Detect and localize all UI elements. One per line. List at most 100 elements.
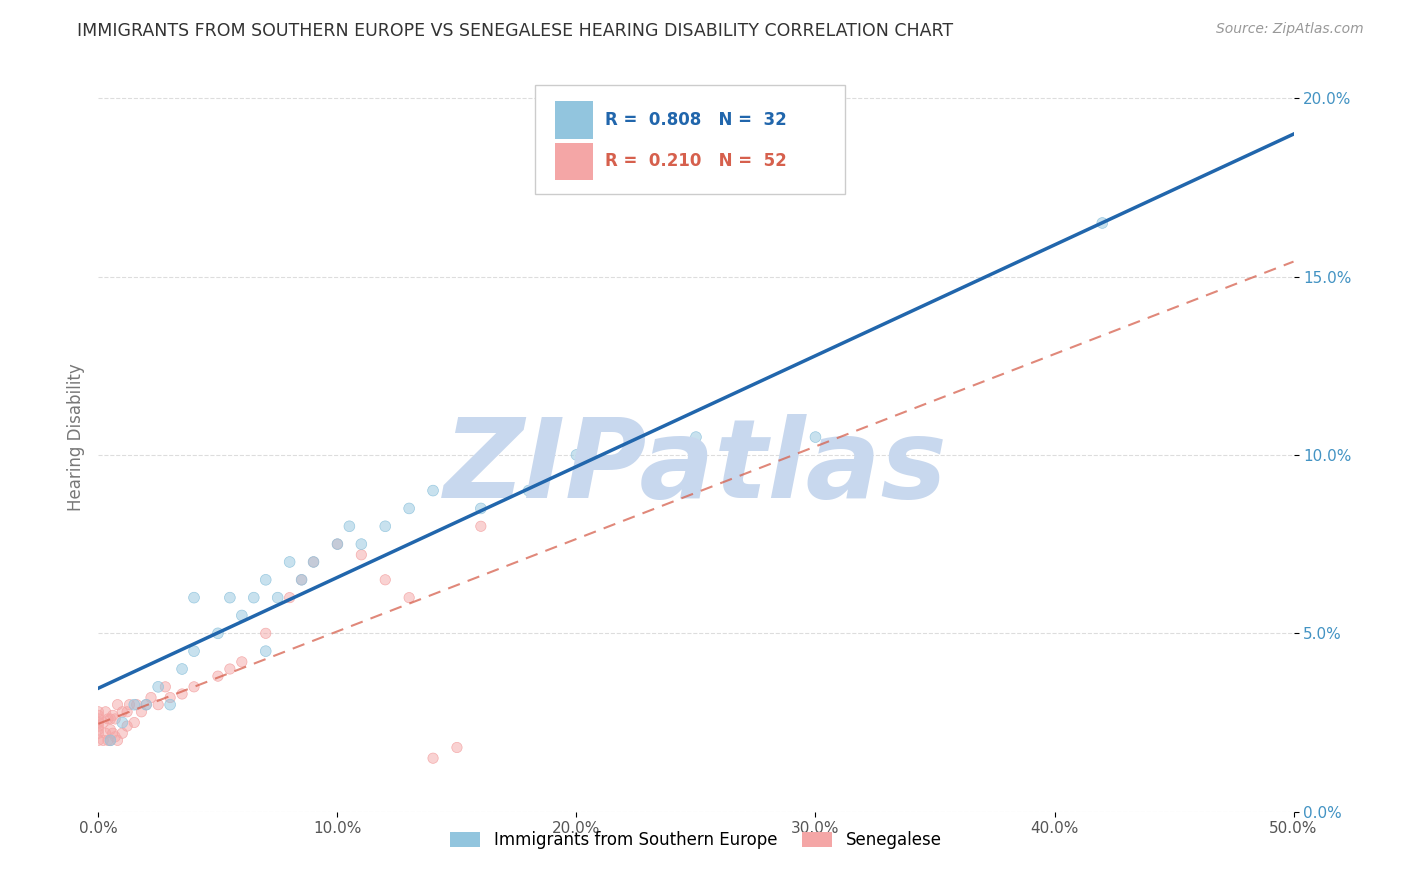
Point bbox=[685, 430, 707, 444]
Point bbox=[172, 687, 194, 701]
Point bbox=[278, 591, 301, 605]
Point bbox=[155, 680, 177, 694]
Point bbox=[219, 591, 242, 605]
Point bbox=[124, 698, 146, 712]
Point bbox=[148, 698, 170, 712]
Point bbox=[231, 608, 253, 623]
Point bbox=[101, 726, 124, 740]
Point bbox=[87, 715, 110, 730]
Point bbox=[374, 519, 396, 533]
Point bbox=[339, 519, 361, 533]
Point bbox=[87, 733, 110, 747]
Point bbox=[124, 715, 146, 730]
Point bbox=[97, 733, 120, 747]
Point bbox=[350, 537, 373, 551]
Point bbox=[87, 715, 110, 730]
Point bbox=[219, 591, 242, 605]
Point bbox=[267, 591, 290, 605]
Point bbox=[87, 726, 110, 740]
Point bbox=[470, 519, 492, 533]
Point bbox=[104, 712, 127, 726]
Point bbox=[613, 448, 636, 462]
Point bbox=[91, 715, 114, 730]
Point bbox=[87, 733, 110, 747]
Point bbox=[124, 698, 146, 712]
Point bbox=[517, 483, 540, 498]
Point bbox=[124, 715, 146, 730]
Point bbox=[118, 698, 141, 712]
Point bbox=[470, 519, 492, 533]
Point bbox=[111, 705, 134, 719]
Point bbox=[291, 573, 314, 587]
Point bbox=[398, 591, 420, 605]
Point bbox=[87, 723, 110, 737]
Point bbox=[135, 698, 157, 712]
Point bbox=[98, 733, 122, 747]
Point bbox=[125, 698, 148, 712]
Point bbox=[254, 573, 277, 587]
Point bbox=[231, 655, 253, 669]
FancyBboxPatch shape bbox=[555, 143, 593, 180]
Point bbox=[87, 705, 110, 719]
Point bbox=[183, 680, 205, 694]
Point bbox=[231, 608, 253, 623]
Text: IMMIGRANTS FROM SOUTHERN EUROPE VS SENEGALESE HEARING DISABILITY CORRELATION CHA: IMMIGRANTS FROM SOUTHERN EUROPE VS SENEG… bbox=[77, 22, 953, 40]
Point bbox=[172, 687, 194, 701]
Point bbox=[87, 719, 110, 733]
Point bbox=[94, 705, 117, 719]
Point bbox=[302, 555, 325, 569]
Point bbox=[118, 698, 141, 712]
Point bbox=[87, 708, 110, 723]
Point bbox=[87, 705, 110, 719]
Point bbox=[111, 726, 134, 740]
Point bbox=[470, 501, 492, 516]
FancyBboxPatch shape bbox=[555, 102, 593, 139]
Point bbox=[804, 430, 827, 444]
Point bbox=[207, 626, 229, 640]
Point bbox=[98, 733, 122, 747]
Point bbox=[183, 591, 205, 605]
Point bbox=[207, 669, 229, 683]
Point bbox=[243, 591, 266, 605]
Point bbox=[254, 626, 277, 640]
Text: ZIPatlas: ZIPatlas bbox=[444, 414, 948, 521]
Point bbox=[350, 548, 373, 562]
Point bbox=[135, 698, 157, 712]
Point bbox=[446, 740, 468, 755]
Point bbox=[254, 644, 277, 658]
Point bbox=[172, 662, 194, 676]
Legend: Immigrants from Southern Europe, Senegalese: Immigrants from Southern Europe, Senegal… bbox=[444, 824, 948, 855]
Point bbox=[91, 733, 114, 747]
Point bbox=[115, 719, 138, 733]
Point bbox=[267, 591, 290, 605]
Point bbox=[291, 573, 314, 587]
Point bbox=[207, 669, 229, 683]
Point bbox=[183, 680, 205, 694]
Point bbox=[302, 555, 325, 569]
Point bbox=[517, 483, 540, 498]
Point bbox=[94, 726, 117, 740]
Point bbox=[159, 690, 181, 705]
Point bbox=[374, 519, 396, 533]
Point bbox=[302, 555, 325, 569]
Point bbox=[107, 733, 129, 747]
Point bbox=[107, 733, 129, 747]
Point bbox=[219, 662, 242, 676]
Point bbox=[94, 726, 117, 740]
Point bbox=[87, 719, 110, 733]
Point bbox=[148, 698, 170, 712]
Point bbox=[98, 712, 122, 726]
Point bbox=[97, 712, 120, 726]
Point bbox=[159, 698, 181, 712]
Point bbox=[302, 555, 325, 569]
Point bbox=[155, 680, 177, 694]
Point bbox=[422, 751, 444, 765]
Point bbox=[326, 537, 349, 551]
Text: R =  0.210   N =  52: R = 0.210 N = 52 bbox=[605, 153, 787, 170]
FancyBboxPatch shape bbox=[534, 85, 845, 194]
Point bbox=[87, 708, 110, 723]
Point bbox=[148, 680, 170, 694]
Point bbox=[278, 591, 301, 605]
Point bbox=[339, 519, 361, 533]
Point bbox=[254, 626, 277, 640]
